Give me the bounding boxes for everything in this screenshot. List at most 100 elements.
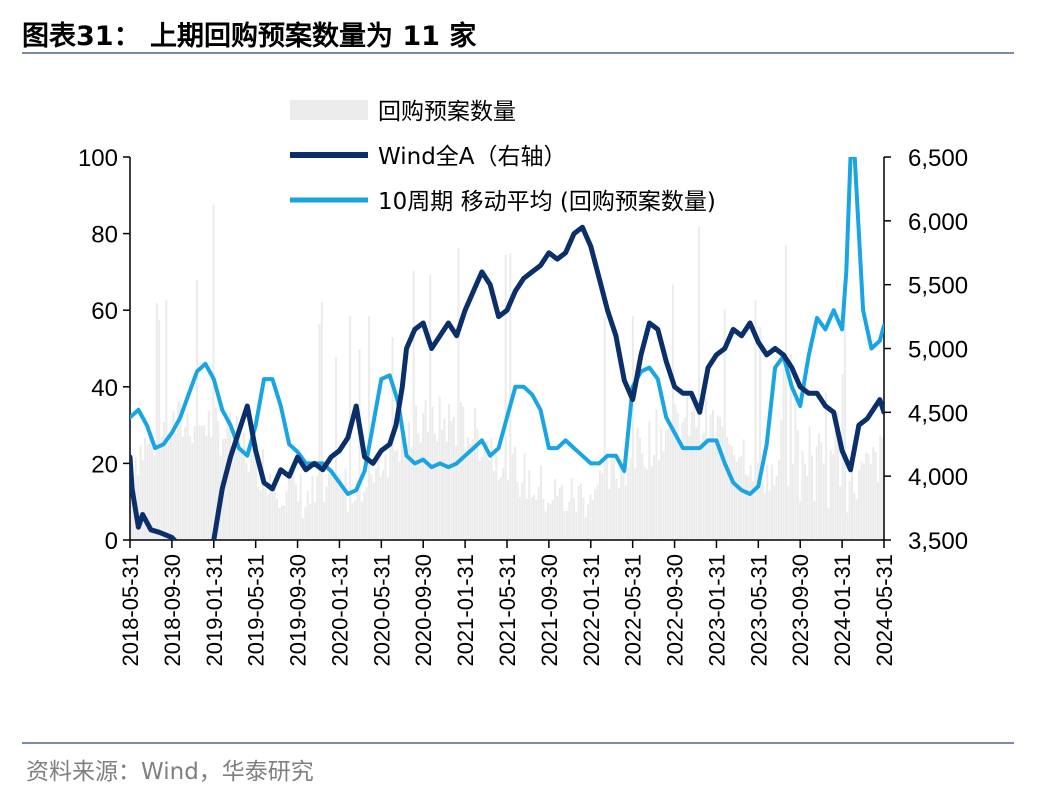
bar [766,464,769,540]
bar [554,479,557,540]
bar [747,475,750,540]
bar [167,442,170,540]
bar [638,437,641,540]
bar [318,324,321,540]
x-tick-label: 2019-05-31 [244,554,269,667]
bar [492,470,495,540]
bar [860,461,863,540]
bar [247,471,250,540]
bar [836,412,839,540]
bar [226,421,229,540]
bar [799,500,802,540]
bar [770,464,773,540]
bar [815,446,818,540]
bar [707,440,710,540]
bar [756,462,759,540]
chart: 0 20 40 60 80 100 3,500 4,000 4,500 5,000 5,500 6,0… [78,99,968,667]
left-tick-label: 100 [78,145,118,172]
bar [547,502,550,540]
bar [761,480,764,540]
bar [323,501,326,540]
bar [207,411,210,540]
ma-line [130,157,884,496]
x-tick-label: 2019-09-30 [286,554,311,667]
bar [410,447,413,540]
bar [405,444,408,540]
bar [191,443,194,540]
bar [869,463,872,540]
bar [436,441,439,540]
bar [320,302,323,540]
bar [438,396,441,540]
bar [212,204,215,540]
bar [702,432,705,540]
bar [709,414,712,540]
bar [452,416,455,540]
bar [603,317,606,540]
legend-swatch-bars [290,100,368,120]
bar [589,494,592,540]
bar [667,428,670,540]
bar [344,468,347,540]
bar [608,489,611,540]
bar [542,498,545,540]
bar [822,463,825,540]
left-tick-label: 0 [105,528,118,555]
bar [834,416,837,540]
bar [716,415,719,540]
bar [634,467,637,540]
bar [276,498,279,540]
x-tick-label: 2022-01-31 [579,554,604,667]
bar [353,500,356,540]
bar [674,404,677,540]
x-tick-label: 2021-09-30 [537,554,562,667]
bar [818,433,821,540]
bar [243,432,246,540]
bar [615,478,618,540]
bar [327,474,330,540]
bar [205,435,208,540]
bar [445,441,448,540]
bar [346,511,349,540]
bar [162,422,165,540]
bar [278,507,281,540]
bar [139,445,142,540]
bar [853,493,856,540]
bar [827,508,830,540]
bar [676,412,679,540]
bar [419,442,422,540]
x-tick-label: 2023-09-30 [788,554,813,667]
bar [203,425,206,540]
bar [704,397,707,540]
x-tick-label: 2024-05-31 [872,554,897,667]
bar [629,457,632,540]
bar [532,494,535,540]
bar [313,501,316,540]
bar [865,452,868,540]
bar [382,470,385,540]
bar [245,463,248,540]
bar [259,489,262,540]
bar [624,485,627,540]
bar [584,517,587,540]
bottom-rule [22,742,1014,744]
bar [379,477,382,540]
wind-line [130,224,884,540]
bar [719,417,722,540]
bar [643,467,646,540]
bar [398,461,401,540]
bar [228,411,231,540]
bar [620,463,623,540]
bar [271,482,274,540]
bar [768,490,771,540]
bar [591,499,594,540]
bar [299,473,302,540]
bar [177,401,180,540]
bar [516,481,519,540]
bar [521,482,524,540]
bar [285,491,288,540]
bar [829,450,832,540]
bar [429,274,432,540]
bar [832,454,835,540]
bar [605,457,608,540]
